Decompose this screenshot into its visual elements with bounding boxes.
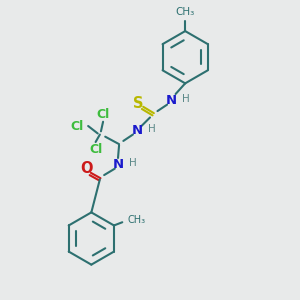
Text: H: H bbox=[148, 124, 156, 134]
Text: S: S bbox=[133, 96, 143, 111]
Text: N: N bbox=[166, 94, 177, 107]
Text: Cl: Cl bbox=[97, 108, 110, 121]
Text: N: N bbox=[132, 124, 143, 137]
Text: Cl: Cl bbox=[89, 143, 102, 156]
Text: Cl: Cl bbox=[71, 119, 84, 133]
Text: H: H bbox=[129, 158, 136, 168]
Text: O: O bbox=[80, 161, 92, 176]
Text: CH₃: CH₃ bbox=[176, 7, 195, 17]
Text: CH₃: CH₃ bbox=[127, 215, 145, 225]
Text: H: H bbox=[182, 94, 190, 104]
Text: N: N bbox=[112, 158, 124, 171]
